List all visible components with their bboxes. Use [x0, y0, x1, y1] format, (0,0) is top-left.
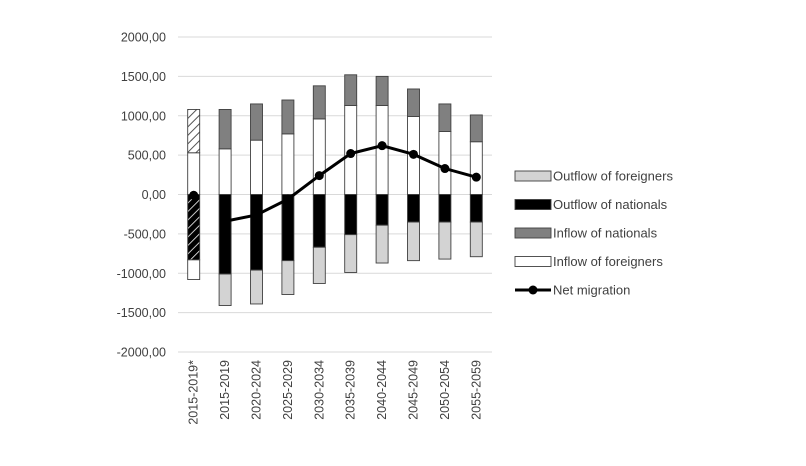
bar-segment-inflow-of-nationals	[469, 114, 483, 143]
bar-segment-outflow-of-nationals	[250, 194, 263, 271]
x-tick-label: 2040-2044	[375, 360, 389, 420]
bar-segment-outflow-of-foreigners	[407, 221, 420, 262]
y-axis: 2000,00 1500,00 1000,00 500,00 0,00 -500,00 -1…	[117, 31, 166, 360]
x-tick-label: 2025-2029	[281, 360, 295, 420]
legend-line-marker	[528, 285, 538, 295]
legend-label: Outflow of nationals	[553, 197, 668, 212]
x-tick-label: 2055-2059	[469, 360, 483, 420]
bar-segment-inflow-of-nationals	[438, 103, 452, 132]
bar-segment-outflow-of-foreigners	[375, 224, 389, 264]
bar-segment-outflow-of-nationals	[344, 194, 358, 236]
net-migration-point	[471, 172, 481, 182]
x-tick-label: 2050-2054	[438, 360, 452, 420]
bar-segment-inflow-of-foreigners	[187, 152, 201, 195]
net-migration-point	[346, 149, 356, 159]
x-tick-label: 2030-2034	[312, 360, 326, 420]
legend-label: Inflow of foreigners	[553, 254, 663, 269]
y-tick-label: 0,00	[142, 188, 166, 202]
net-migration-point	[409, 149, 418, 159]
bar-segment-inflow-of-foreigners	[218, 148, 232, 195]
x-tick-label: 2035-2039	[344, 360, 358, 420]
bar-segment-inflow-of-foreigners	[250, 139, 263, 195]
legend-swatch	[514, 227, 552, 239]
bar-segment-outflow-of-foreigners	[438, 221, 452, 260]
bar-segment-outflow-of-nationals	[375, 194, 389, 226]
legend-label: Net migration	[553, 283, 630, 298]
x-tick-label: 2015-2019	[218, 360, 232, 420]
bar-segment-outflow-of-nationals	[187, 194, 201, 261]
net-migration-point	[314, 171, 324, 181]
bar-segment-outflow-of-foreigners	[187, 259, 201, 280]
y-tick-label: -1500,00	[117, 306, 166, 320]
y-tick-label: 500,00	[128, 149, 166, 163]
bar-segment-outflow-of-foreigners	[250, 269, 263, 305]
legend-label: Outflow of foreigners	[553, 169, 673, 184]
x-tick-label: 2015-2019*	[187, 360, 201, 425]
net-migration-line	[189, 141, 481, 226]
bar-segment-outflow-of-nationals	[407, 194, 420, 223]
y-tick-label: 1000,00	[121, 109, 166, 123]
legend: Outflow of foreigners Outflow of national…	[514, 169, 673, 298]
net-migration-point	[252, 210, 261, 220]
bar-segment-inflow-of-nationals	[250, 103, 263, 141]
bar-segment-inflow-of-nationals	[281, 99, 295, 135]
legend-label: Inflow of nationals	[553, 226, 658, 241]
bar-segment-outflow-of-foreigners	[281, 260, 295, 295]
net-migration-point	[440, 164, 450, 174]
bar-segment-inflow-of-nationals	[218, 108, 232, 150]
legend-swatch	[514, 256, 552, 267]
bar-segment-outflow-of-nationals	[281, 194, 295, 262]
y-tick-label: -500,00	[124, 227, 166, 241]
bar-segment-outflow-of-nationals	[312, 194, 326, 248]
net-migration-point	[220, 216, 230, 226]
bar-segment-outflow-of-foreigners	[344, 234, 358, 273]
bar-segment-inflow-of-nationals	[407, 88, 420, 117]
legend-swatch	[514, 170, 552, 182]
net-migration-point	[377, 141, 387, 151]
bar-segment-inflow-of-foreigners	[281, 133, 295, 195]
bar-segment-outflow-of-nationals	[218, 194, 232, 275]
x-axis: 2015-2019* 2015-2019 2020-2024 2025-2029 203…	[187, 360, 484, 425]
bar-segment-inflow-of-nationals	[344, 74, 358, 106]
net-migration-point	[283, 194, 293, 204]
y-tick-label: 1500,00	[121, 70, 166, 84]
bar-segment-inflow-of-foreigners	[438, 131, 452, 195]
bar-segment-inflow-of-nationals	[312, 85, 326, 120]
bar-segment-inflow-of-nationals	[187, 108, 201, 154]
x-tick-label: 2045-2049	[407, 360, 421, 420]
bar-segment-outflow-of-nationals	[438, 194, 452, 223]
bar-segment-inflow-of-foreigners	[312, 118, 326, 195]
bar-segment-outflow-of-foreigners	[218, 273, 232, 306]
y-tick-label: -2000,00	[117, 346, 166, 360]
legend-swatch	[514, 199, 552, 210]
bars	[187, 74, 483, 306]
bar-segment-inflow-of-nationals	[375, 75, 389, 106]
bar-segment-outflow-of-foreigners	[469, 221, 483, 258]
bar-segment-inflow-of-foreigners	[469, 141, 483, 195]
bar-segment-outflow-of-nationals	[469, 194, 483, 223]
y-tick-label: 2000,00	[121, 31, 166, 45]
bar-segment-outflow-of-foreigners	[312, 246, 326, 284]
net-migration-point	[189, 190, 199, 200]
x-tick-label: 2020-2024	[250, 360, 264, 420]
y-tick-label: -1000,00	[117, 267, 166, 281]
